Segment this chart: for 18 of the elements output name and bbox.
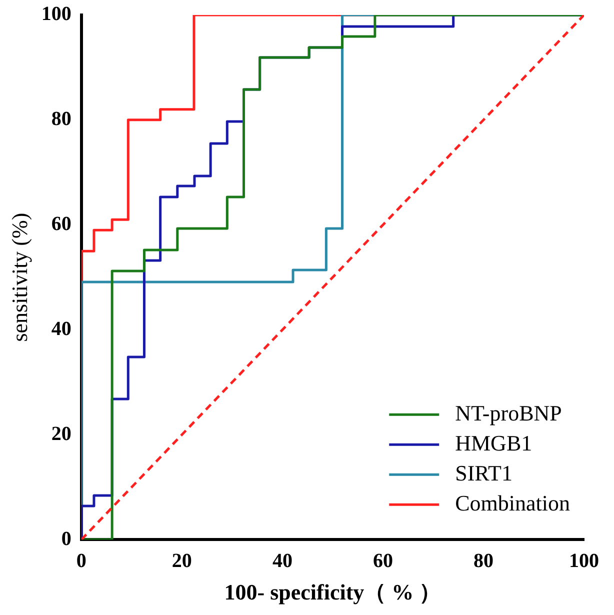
y-tick-label: 20	[51, 422, 72, 445]
legend-label: SIRT1	[455, 460, 512, 486]
x-axis-title: 100- specificity（ % ）	[224, 579, 442, 604]
legend-label: NT-proBNP	[455, 400, 562, 426]
x-tick-label: 0	[76, 550, 86, 572]
legend-label: HMGB1	[455, 430, 532, 456]
y-tick-label: 40	[51, 318, 72, 340]
y-tick-label: 0	[61, 528, 72, 550]
legend-label: Combination	[455, 490, 570, 516]
x-tick-label: 20	[172, 550, 192, 572]
x-tick-label: 40	[272, 550, 292, 572]
y-tick-label: 60	[51, 213, 72, 236]
x-tick-label: 80	[473, 550, 494, 572]
x-tick-label: 60	[372, 550, 393, 572]
y-tick-label: 100	[41, 3, 72, 26]
y-axis-title: sensitivity (%)	[6, 212, 32, 342]
x-tick-label: 100	[569, 550, 599, 572]
y-tick-label: 80	[51, 108, 72, 130]
